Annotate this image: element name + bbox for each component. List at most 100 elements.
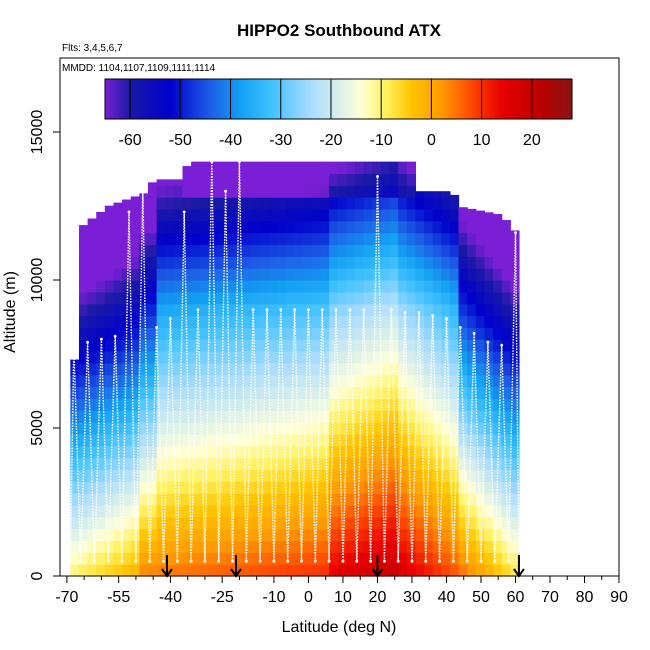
heatmap-cell	[139, 493, 149, 506]
heatmap-cell	[96, 469, 106, 482]
heatmap-cell	[260, 457, 270, 471]
heatmap-cell	[510, 469, 520, 482]
colorbar-segment	[371, 79, 375, 119]
heatmap-cell	[303, 362, 313, 376]
heatmap-cell	[398, 232, 408, 246]
heatmap-cell	[467, 552, 477, 565]
heatmap-cell	[475, 339, 486, 352]
heatmap-cell	[122, 327, 132, 340]
heatmap-cell	[355, 173, 365, 186]
colorbar-segment	[393, 79, 397, 119]
heatmap-cell	[303, 185, 313, 198]
heatmap-cell	[501, 410, 511, 423]
heatmap-cell	[286, 315, 296, 328]
heatmap-cell	[311, 422, 322, 435]
heatmap-cell	[130, 469, 140, 482]
heatmap-cell	[173, 256, 184, 269]
heatmap-cell	[346, 197, 356, 210]
heatmap-cell	[329, 504, 339, 518]
heatmap-cell	[406, 161, 417, 175]
heatmap-cell	[268, 374, 278, 388]
heatmap-cell	[406, 386, 417, 399]
heatmap-cell	[484, 327, 494, 340]
heatmap-cell	[130, 208, 140, 222]
heatmap-cell	[96, 445, 106, 459]
heatmap-cell	[173, 564, 184, 577]
heatmap-cell	[501, 303, 511, 317]
colorbar-segment	[305, 79, 309, 119]
heatmap-cell	[113, 469, 123, 482]
heatmap-cell	[441, 540, 451, 553]
heatmap-cell	[96, 256, 106, 269]
colorbar-segment	[489, 79, 493, 119]
heatmap-cell	[260, 481, 270, 494]
heatmap-cell	[251, 457, 261, 471]
heatmap-cell	[242, 185, 253, 198]
heatmap-cell	[165, 244, 175, 257]
heatmap-cell	[139, 197, 149, 210]
heatmap-cell	[130, 564, 140, 577]
heatmap-cell	[475, 493, 486, 506]
heatmap-cell	[380, 445, 391, 459]
heatmap-cell	[441, 291, 451, 305]
heatmap-cell	[424, 528, 434, 542]
heatmap-cell	[286, 339, 296, 352]
heatmap-cell	[320, 268, 330, 281]
heatmap-cell	[251, 173, 261, 186]
heatmap-cell	[484, 445, 494, 459]
heatmap-cell	[139, 457, 149, 471]
heatmap-cell	[432, 504, 442, 518]
heatmap-cell	[432, 552, 442, 565]
heatmap-cell	[329, 173, 339, 186]
heatmap-cell	[510, 291, 520, 305]
heatmap-cell	[173, 445, 184, 459]
colorbar-segment	[210, 79, 214, 119]
heatmap-cell	[484, 457, 494, 471]
heatmap-cell	[320, 303, 330, 317]
colorbar-segment	[278, 79, 282, 119]
colorbar-segment	[328, 79, 332, 119]
heatmap-cell	[277, 232, 287, 246]
heatmap-cell	[260, 291, 270, 305]
heatmap-cell	[225, 244, 235, 257]
heatmap-cell	[87, 220, 97, 234]
heatmap-cell	[424, 232, 434, 246]
heatmap-cell	[475, 445, 486, 459]
heatmap-cell	[130, 220, 140, 234]
heatmap-cell	[122, 232, 132, 246]
heatmap-cell	[406, 564, 417, 577]
heatmap-cell	[355, 564, 365, 577]
heatmap-cell	[329, 493, 339, 506]
heatmap-cell	[432, 208, 442, 222]
heatmap-cell	[182, 185, 192, 198]
heatmap-cell	[501, 339, 511, 352]
heatmap-cell	[156, 374, 166, 388]
heatmap-cell	[303, 351, 313, 364]
heatmap-cell	[104, 386, 115, 399]
heatmap-cell	[96, 552, 106, 565]
heatmap-cell	[242, 268, 253, 281]
heatmap-cell	[225, 268, 235, 281]
colorbar-tick-label: -30	[269, 132, 292, 149]
heatmap-cell	[225, 445, 235, 459]
x-tick-label: 50	[472, 589, 490, 606]
colorbar-segment	[441, 79, 445, 119]
heatmap-cell	[432, 220, 442, 234]
heatmap-cell	[130, 445, 140, 459]
heatmap-cell	[139, 327, 149, 340]
colorbar-segment	[516, 79, 520, 119]
heatmap-cell	[268, 232, 278, 246]
heatmap-cell	[415, 191, 425, 198]
heatmap-cell	[277, 291, 287, 305]
heatmap-cell	[311, 232, 322, 246]
heatmap-cell	[191, 220, 201, 234]
heatmap-cell	[113, 232, 123, 246]
heatmap-cell	[165, 445, 175, 459]
heatmap-cell	[380, 173, 391, 186]
heatmap-cell	[372, 410, 382, 423]
heatmap-cell	[87, 481, 97, 494]
heatmap-cell	[303, 493, 313, 506]
heatmap-cell	[156, 398, 166, 411]
colorbar-segment	[283, 79, 287, 119]
heatmap-cell	[234, 339, 244, 352]
